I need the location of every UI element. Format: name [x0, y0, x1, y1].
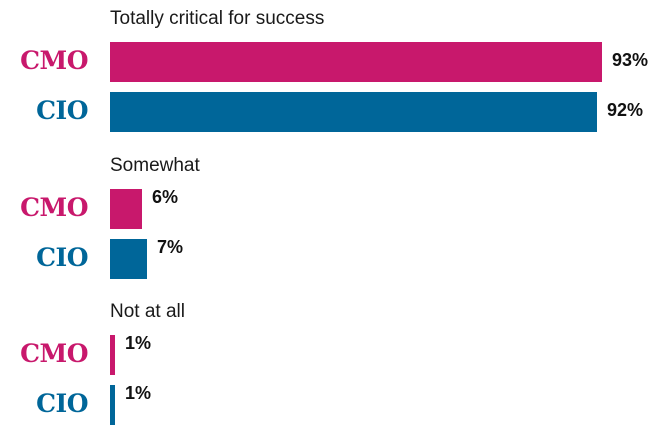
value-label: 7% — [157, 237, 184, 257]
value-label: 93% — [612, 50, 649, 70]
value-label: 1% — [125, 383, 152, 403]
row-label-cio: CIO — [36, 243, 88, 272]
row-label-cmo: CMO — [20, 193, 88, 222]
bar-cio — [110, 92, 597, 132]
row-label-cio: CIO — [36, 389, 88, 418]
bar-cio — [110, 385, 115, 425]
bar-cio — [110, 239, 147, 279]
row-label-cio: CIO — [36, 96, 88, 125]
value-label: 1% — [125, 333, 152, 353]
group-title: Somewhat — [110, 155, 200, 176]
value-label: 92% — [607, 100, 644, 120]
value-label: 6% — [152, 187, 179, 207]
bar-cmo — [110, 189, 142, 229]
group-title: Not at all — [110, 301, 185, 322]
group-title: Totally critical for success — [110, 8, 325, 29]
bar-cmo — [110, 335, 115, 375]
row-label-cmo: CMO — [20, 339, 88, 368]
bar-cmo — [110, 42, 602, 82]
row-label-cmo: CMO — [20, 46, 88, 75]
